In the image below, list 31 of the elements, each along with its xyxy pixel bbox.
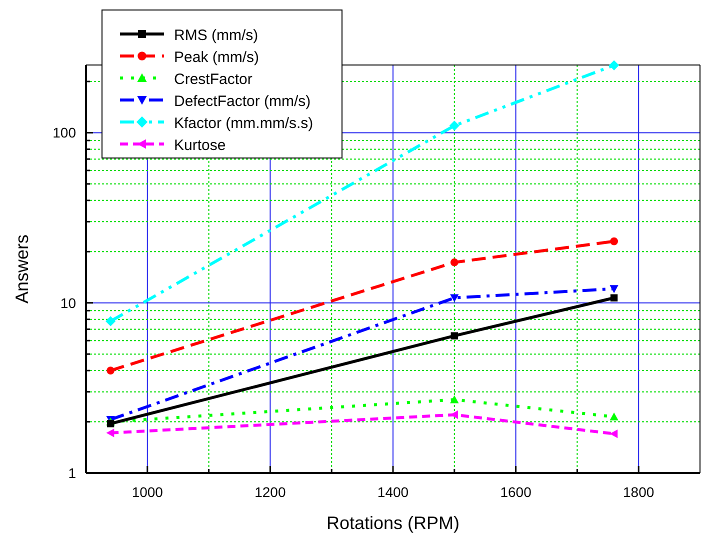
legend-label: Kfactor (mm.mm/s.s) bbox=[174, 115, 314, 132]
y-axis-title: Answers bbox=[12, 234, 32, 304]
legend-label: RMS (mm/s) bbox=[174, 27, 258, 44]
point bbox=[610, 285, 618, 294]
x-tick-label: 1800 bbox=[623, 484, 654, 500]
point bbox=[450, 294, 459, 302]
point bbox=[609, 60, 620, 70]
point bbox=[450, 258, 458, 266]
x-tick-label: 1200 bbox=[254, 484, 286, 500]
point bbox=[610, 237, 618, 246]
legend-label: Kurtose bbox=[174, 137, 226, 154]
point bbox=[106, 420, 114, 428]
point bbox=[449, 120, 460, 131]
x-tick-label: 1600 bbox=[500, 484, 532, 500]
y-tick-label: 10 bbox=[60, 294, 76, 311]
point bbox=[610, 294, 618, 302]
legend-label: Peak (mm/s) bbox=[174, 49, 260, 66]
x-tick-label: 1400 bbox=[377, 484, 409, 500]
point bbox=[450, 395, 459, 404]
point bbox=[610, 412, 618, 420]
legend-label: DefectFactor (mm/s) bbox=[174, 93, 311, 110]
point bbox=[610, 429, 618, 438]
y-tick-label: 100 bbox=[52, 124, 76, 141]
legend-label: CrestFactor bbox=[174, 71, 252, 88]
point bbox=[450, 332, 458, 340]
point bbox=[106, 366, 115, 374]
y-tick-label: 1 bbox=[68, 465, 76, 481]
point bbox=[106, 316, 116, 326]
point bbox=[106, 428, 114, 438]
x-axis-title: Rotations (RPM) bbox=[326, 513, 460, 533]
x-tick-label: 1000 bbox=[132, 484, 164, 500]
